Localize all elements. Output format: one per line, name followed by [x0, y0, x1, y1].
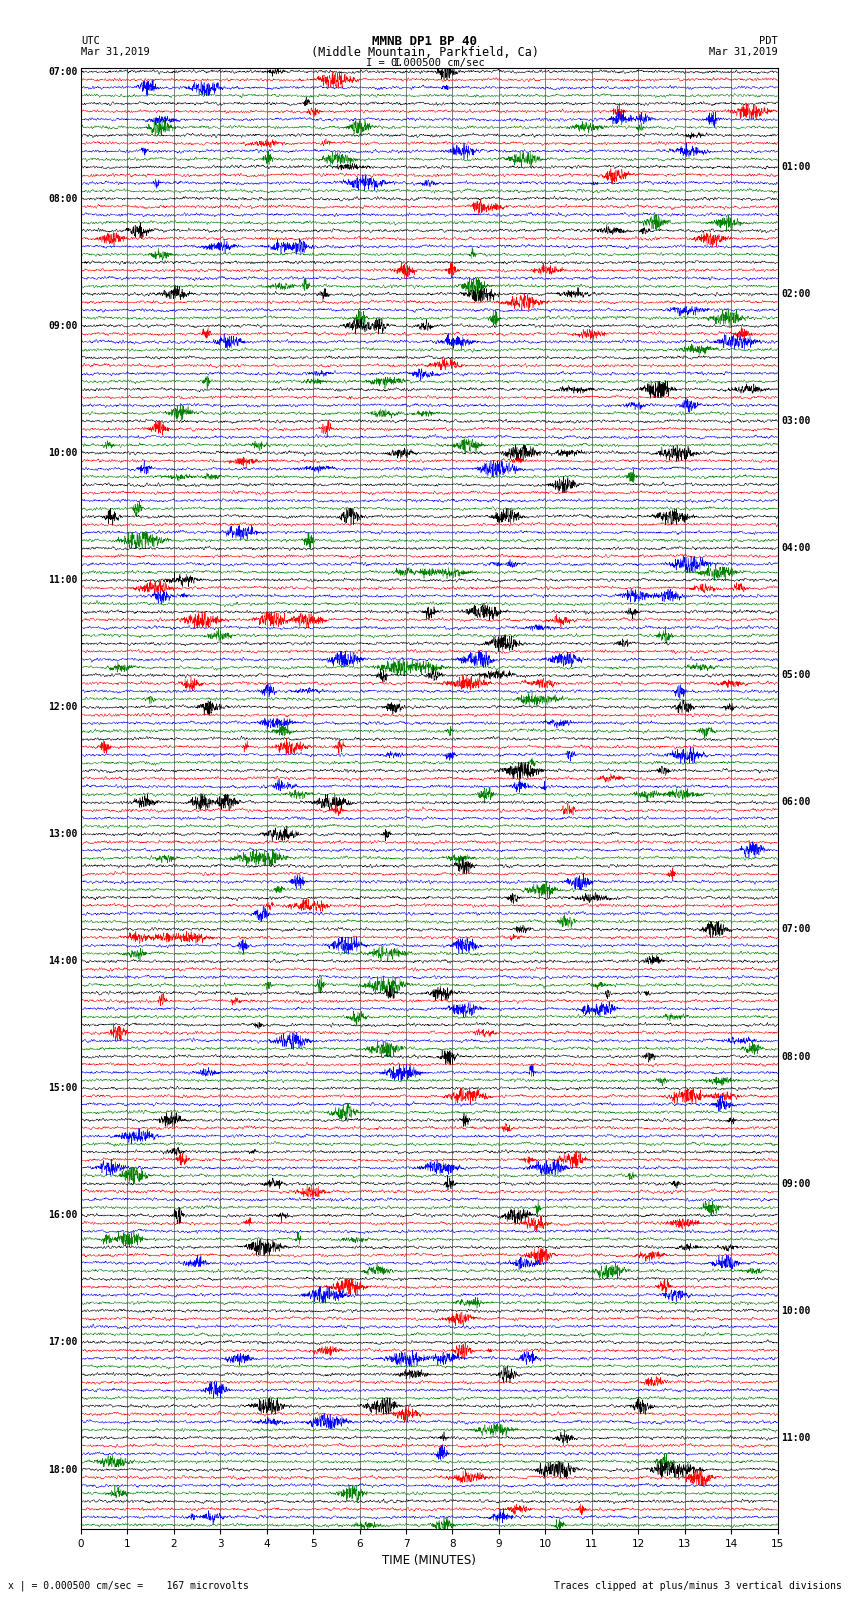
- Text: 07:00: 07:00: [781, 924, 811, 934]
- Text: 09:00: 09:00: [48, 321, 77, 331]
- Text: 13:00: 13:00: [48, 829, 77, 839]
- Text: 14:00: 14:00: [48, 957, 77, 966]
- Text: 11:00: 11:00: [48, 574, 77, 586]
- Text: Traces clipped at plus/minus 3 vertical divisions: Traces clipped at plus/minus 3 vertical …: [553, 1581, 842, 1590]
- Text: MMNB DP1 BP 40: MMNB DP1 BP 40: [372, 34, 478, 48]
- Text: (Middle Mountain, Parkfield, Ca): (Middle Mountain, Parkfield, Ca): [311, 45, 539, 60]
- Text: 01:00: 01:00: [781, 161, 811, 173]
- Text: 05:00: 05:00: [781, 671, 811, 681]
- Text: 15:00: 15:00: [48, 1084, 77, 1094]
- Text: 18:00: 18:00: [48, 1465, 77, 1474]
- Text: 04:00: 04:00: [781, 544, 811, 553]
- Text: I = 0.000500 cm/sec: I = 0.000500 cm/sec: [366, 58, 484, 68]
- Text: 06:00: 06:00: [781, 797, 811, 808]
- Text: I: I: [394, 58, 401, 68]
- Text: 10:00: 10:00: [48, 448, 77, 458]
- Text: Mar 31,2019: Mar 31,2019: [709, 47, 778, 58]
- Text: UTC: UTC: [81, 35, 99, 47]
- Text: 08:00: 08:00: [781, 1052, 811, 1061]
- Text: 08:00: 08:00: [48, 194, 77, 203]
- X-axis label: TIME (MINUTES): TIME (MINUTES): [382, 1555, 476, 1568]
- Text: 11:00: 11:00: [781, 1432, 811, 1442]
- Text: 02:00: 02:00: [781, 289, 811, 298]
- Text: 17:00: 17:00: [48, 1337, 77, 1347]
- Text: 03:00: 03:00: [781, 416, 811, 426]
- Text: PDT: PDT: [759, 35, 778, 47]
- Text: x | = 0.000500 cm/sec =    167 microvolts: x | = 0.000500 cm/sec = 167 microvolts: [8, 1581, 249, 1590]
- Text: 07:00: 07:00: [48, 66, 77, 77]
- Text: Mar 31,2019: Mar 31,2019: [81, 47, 150, 58]
- Text: 10:00: 10:00: [781, 1305, 811, 1316]
- Text: 12:00: 12:00: [48, 702, 77, 711]
- Text: 16:00: 16:00: [48, 1210, 77, 1221]
- Text: 09:00: 09:00: [781, 1179, 811, 1189]
